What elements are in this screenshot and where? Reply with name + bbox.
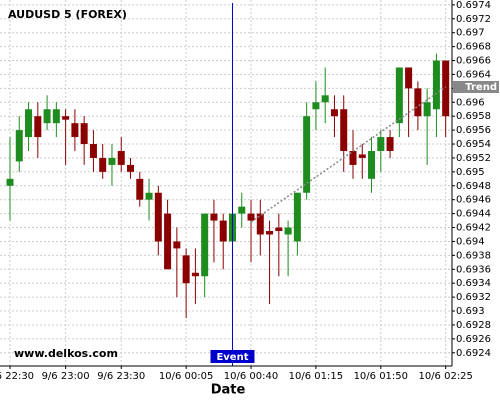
y-tick-label: 0.6956 bbox=[456, 125, 491, 136]
candle-body bbox=[191, 272, 199, 277]
x-tick-label: 9/6 23:00 bbox=[42, 371, 90, 382]
candle-body bbox=[136, 178, 144, 200]
candle-body bbox=[395, 67, 403, 124]
candle-body bbox=[201, 213, 209, 277]
candle-body bbox=[247, 213, 255, 221]
candle-body bbox=[52, 109, 60, 124]
y-tick-label: 0.6974 bbox=[456, 0, 491, 11]
y-tick-label: 0.6924 bbox=[456, 348, 491, 359]
y-tick-label: 0.6934 bbox=[456, 278, 491, 289]
candle-body bbox=[182, 255, 190, 284]
candle-body bbox=[145, 192, 153, 200]
candle-body bbox=[256, 213, 264, 235]
y-tick-label: 0.695 bbox=[456, 167, 485, 178]
y-tick-label: 0.693 bbox=[456, 306, 485, 317]
candle-body bbox=[266, 231, 274, 235]
x-tick-label: 10/6 01:50 bbox=[354, 371, 408, 382]
candle-body bbox=[108, 157, 116, 165]
x-tick-label: 10/6 02:25 bbox=[418, 371, 472, 382]
candle-body bbox=[423, 102, 431, 117]
candle-body bbox=[164, 213, 172, 270]
candle-body bbox=[80, 123, 88, 145]
candle-body bbox=[43, 109, 51, 124]
chart-title: AUDUSD 5 (FOREX) bbox=[8, 8, 127, 21]
candle-body bbox=[358, 154, 366, 158]
trend-line bbox=[250, 86, 447, 223]
y-tick-label: 0.6968 bbox=[456, 42, 491, 53]
x-tick-label: 10/6 00:05 bbox=[159, 371, 213, 382]
x-tick-label: 9/6 23:30 bbox=[97, 371, 145, 382]
candle-body bbox=[154, 192, 162, 242]
event-label-box bbox=[210, 350, 255, 363]
y-tick-label: 0.6928 bbox=[456, 320, 491, 331]
y-tick-label: 0.6946 bbox=[456, 195, 491, 206]
candle-body bbox=[275, 227, 283, 232]
candle-body bbox=[432, 60, 440, 110]
candle-body bbox=[238, 206, 246, 214]
candle-body bbox=[405, 67, 413, 89]
x-axis-label: Date bbox=[211, 383, 246, 398]
candle-body bbox=[15, 130, 23, 162]
y-tick-label: 0.696 bbox=[456, 97, 485, 108]
watermark: www.delkos.com bbox=[14, 347, 118, 360]
x-tick-label: 10/6 01:15 bbox=[289, 371, 343, 382]
candle-body bbox=[71, 123, 79, 138]
candle-body bbox=[219, 220, 227, 242]
y-tick-label: 0.6972 bbox=[456, 14, 491, 25]
trend-label: Trend bbox=[465, 82, 497, 93]
x-tick-label: 10/6 00:40 bbox=[224, 371, 278, 382]
candle-body bbox=[127, 164, 135, 172]
candle-body bbox=[386, 137, 394, 151]
y-tick-label: 0.6952 bbox=[456, 153, 491, 164]
candle-body bbox=[117, 150, 125, 165]
candle-body bbox=[349, 150, 357, 165]
candle-body bbox=[6, 178, 14, 186]
candle-body bbox=[330, 109, 338, 117]
candle-body bbox=[340, 109, 348, 151]
candle-body bbox=[34, 116, 42, 138]
y-tick-label: 0.6966 bbox=[456, 56, 491, 67]
y-tick-label: 0.6938 bbox=[456, 250, 491, 261]
candle-body bbox=[99, 157, 107, 172]
y-tick-label: 0.6954 bbox=[456, 139, 491, 150]
candle-body bbox=[62, 116, 70, 120]
candle-body bbox=[25, 109, 33, 138]
y-tick-label: 0.6964 bbox=[456, 69, 491, 80]
y-tick-label: 0.6942 bbox=[456, 223, 491, 234]
candle-body bbox=[312, 102, 320, 110]
candle-body bbox=[173, 241, 181, 249]
y-tick-label: 0.6936 bbox=[456, 264, 491, 275]
y-tick-label: 0.697 bbox=[456, 28, 485, 39]
candle-body bbox=[284, 227, 292, 235]
candle-body bbox=[442, 60, 450, 117]
trend-label-box bbox=[453, 80, 499, 93]
y-tick-label: 0.6944 bbox=[456, 209, 491, 220]
x-tick-label: 9/6 22:30 bbox=[0, 371, 34, 382]
candle-body bbox=[368, 150, 376, 179]
candle-body bbox=[377, 137, 385, 151]
event-label: Event bbox=[216, 352, 248, 363]
candle-body bbox=[321, 95, 329, 103]
y-tick-label: 0.6948 bbox=[456, 181, 491, 192]
candle-body bbox=[414, 88, 422, 117]
y-tick-label: 0.694 bbox=[456, 236, 485, 247]
candle-body bbox=[89, 144, 97, 158]
candle-body bbox=[293, 192, 301, 242]
y-tick-label: 0.6958 bbox=[456, 111, 491, 122]
candle-body bbox=[210, 213, 218, 221]
y-tick-label: 0.6932 bbox=[456, 292, 491, 303]
candle-body bbox=[303, 116, 311, 193]
y-tick-label: 0.6926 bbox=[456, 334, 491, 345]
